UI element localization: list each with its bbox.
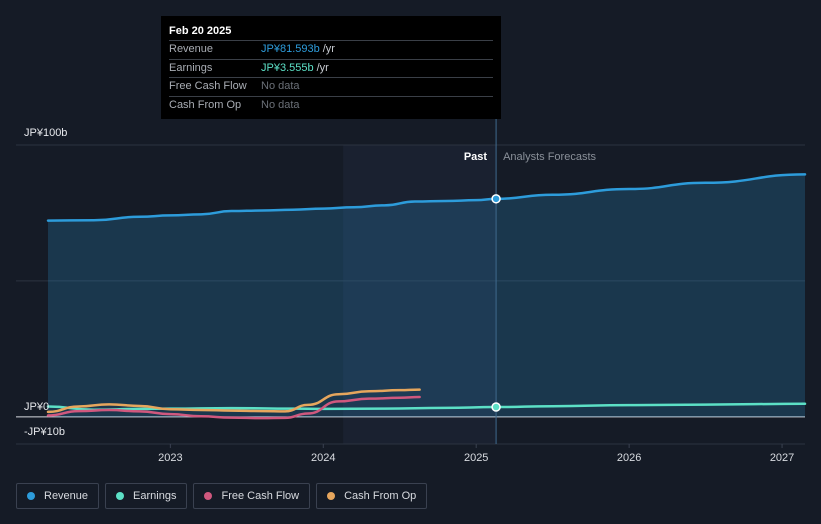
- legend-dot-icon: [327, 492, 336, 500]
- tooltip: Feb 20 2025 Revenue JP¥81.593b /yr Earni…: [161, 16, 501, 119]
- x-tick-label: 2027: [770, 452, 794, 464]
- earnings-marker: [491, 402, 501, 412]
- legend-label: Revenue: [44, 490, 89, 502]
- tooltip-row-cash-from-op: Cash From Op No data: [169, 95, 493, 115]
- x-tick-label: 2026: [617, 452, 641, 464]
- x-tick-label: 2023: [158, 452, 182, 464]
- legend-item-earnings[interactable]: Earnings: [105, 483, 188, 509]
- forecast-label: Analysts Forecasts: [503, 151, 596, 163]
- legend-dot-icon: [27, 492, 35, 500]
- free-cash-flow-line: [46, 395, 421, 420]
- tooltip-value: No data: [261, 98, 300, 111]
- legend-label: Cash From Op: [344, 490, 417, 502]
- revenue-area: [48, 174, 805, 417]
- y-tick-label: JP¥100b: [24, 127, 67, 139]
- tooltip-label: Revenue: [169, 43, 214, 55]
- legend-item-free-cash-flow[interactable]: Free Cash Flow: [193, 483, 311, 509]
- tooltip-row-free-cash-flow: Free Cash Flow No data: [169, 77, 493, 96]
- tooltip-label: Free Cash Flow: [169, 80, 247, 92]
- tooltip-row-earnings: Earnings JP¥3.555b /yr: [169, 58, 493, 78]
- gridlines: [16, 144, 805, 445]
- tooltip-value: No data: [261, 80, 300, 92]
- x-tick-label: 2025: [464, 452, 488, 464]
- x-tick-label: 2024: [311, 452, 335, 464]
- legend-label: Free Cash Flow: [221, 490, 300, 502]
- legend-item-cash-from-op[interactable]: Cash From Op: [316, 483, 428, 509]
- tooltip-value: JP¥81.593b: [261, 43, 320, 55]
- tooltip-value: JP¥3.555b: [261, 61, 314, 74]
- legend-dot-icon: [204, 492, 213, 500]
- revenue-line: [46, 173, 807, 222]
- legend-dot-icon: [116, 492, 125, 500]
- earnings-line: [46, 402, 807, 412]
- y-tick-label: -JP¥10b: [24, 426, 65, 438]
- revenue-marker: [491, 194, 501, 204]
- legend: Revenue Earnings Free Cash Flow Cash Fro…: [16, 483, 428, 509]
- tooltip-unit: /yr: [322, 43, 335, 55]
- highlight-markers: [491, 194, 501, 412]
- series-layer: [46, 173, 807, 420]
- tooltip-label: Earnings: [169, 61, 213, 74]
- x-axis-ticks: 2023 2024 2025 2026 2027: [158, 444, 794, 464]
- legend-item-revenue[interactable]: Revenue: [16, 483, 100, 509]
- y-tick-label: JP¥0: [24, 401, 49, 413]
- tooltip-date: Feb 20 2025: [169, 25, 232, 37]
- cash-from-op-line: [46, 388, 421, 414]
- past-label: Past: [464, 151, 488, 163]
- past-period-shade: [343, 145, 497, 444]
- y-axis-ticks: JP¥100b JP¥0 -JP¥10b: [24, 127, 67, 438]
- tooltip-unit: /yr: [316, 61, 329, 74]
- legend-label: Earnings: [133, 490, 177, 502]
- tooltip-row-revenue: Revenue JP¥81.593b /yr: [169, 40, 493, 59]
- tooltip-label: Cash From Op: [169, 98, 242, 111]
